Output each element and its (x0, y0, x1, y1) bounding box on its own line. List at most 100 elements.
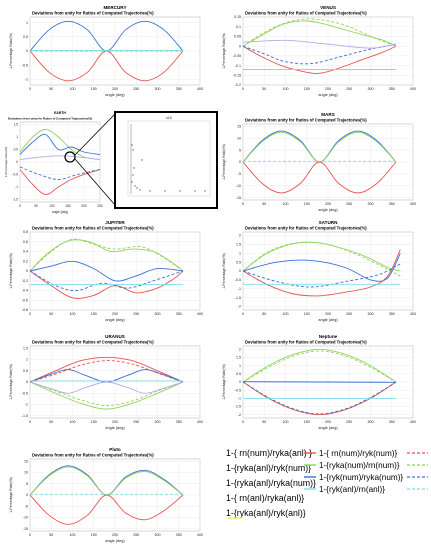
x-tick-label: 0 (242, 312, 244, 316)
x-tick-label: 250 (133, 87, 139, 91)
panel-jupiter: 0 50 100 150 200 250 300 350 4000.80.60.40.20-0.… (9, 220, 203, 322)
series-line (242, 43, 397, 65)
y-tick-label: 0 (26, 380, 28, 384)
x-tick-label: 400 (410, 87, 416, 91)
series-line (29, 238, 184, 272)
inset-frame (114, 111, 218, 209)
x-tick-label: 300 (368, 202, 374, 206)
earth-zoom-inset: x10 (64, 111, 218, 209)
series-line (242, 45, 397, 74)
x-tick-label: 300 (155, 420, 161, 424)
series-line (242, 241, 401, 272)
x-tick-label: 300 (155, 533, 161, 537)
chart-title: Deviations from unity for Ratios of Comp… (245, 118, 367, 123)
x-tick-label: 300 (155, 312, 161, 316)
y-tick-label: 10 (237, 136, 241, 140)
x-tick-label: 200 (112, 312, 118, 316)
y-tick-label: 1.5 (14, 123, 19, 127)
y-tick-label: 0.6 (23, 240, 28, 244)
x-tick-label: 300 (368, 420, 374, 424)
y-axis-label: 1-Percentage Ratio(%) (4, 147, 8, 178)
x-tick-label: 200 (325, 202, 331, 206)
series-line (242, 241, 401, 277)
x-tick-label: 150 (304, 420, 310, 424)
y-tick-label: 0.5 (23, 35, 28, 39)
x-tick-label: 100 (70, 533, 76, 537)
x-tick-label: 300 (368, 87, 374, 91)
x-tick-label: 400 (410, 312, 416, 316)
x-tick-label: 50 (262, 420, 266, 424)
x-tick-label: 50 (262, 312, 266, 316)
y-tick-label: 0.15 (234, 15, 241, 19)
x-tick-label: 100 (283, 420, 289, 424)
chart-panels: 0 50 100 150 200 250 300 350 40010.50-0.5-1MERCU… (4, 5, 416, 543)
inset-point (194, 190, 196, 192)
y-tick-label: 0 (239, 44, 241, 48)
series-line (29, 239, 184, 272)
x-tick-label: 350 (176, 420, 182, 424)
legend-label: 1-{ rn(num)/ryk(num)} (319, 449, 398, 458)
x-tick-label: 200 (112, 533, 118, 537)
x-tick-label: 0 (29, 420, 31, 424)
x-tick-label: 0 (242, 202, 244, 206)
y-tick-label: -15 (23, 527, 28, 531)
legend-label: 1-{ rn(num)/ryka(anl) } (226, 448, 312, 458)
y-tick-label: -1.5 (235, 296, 241, 300)
y-tick-label: 10 (24, 471, 28, 475)
inset-point (141, 159, 143, 161)
x-axis-label: angle (deg) (105, 539, 125, 543)
y-tick-label: -2 (238, 305, 241, 309)
y-tick-label: 0 (239, 160, 241, 164)
y-tick-label: -0.5 (22, 391, 28, 395)
legend-label: 1-{ryka(anl)/ryk(num)} (226, 463, 311, 473)
panel-saturn: 0 50 100 150 200 250 300 350 400 2 1.5 1 0.5 0 -0.5 -1 -… (222, 220, 416, 322)
x-tick-label: 0 (29, 312, 31, 316)
y-tick-label: -15 (236, 196, 241, 200)
x-tick-label: 400 (197, 87, 203, 91)
x-tick-label: 400 (197, 533, 203, 537)
x-tick-label: 0 (242, 87, 244, 91)
y-tick-label: -1.5 (13, 198, 19, 202)
y-tick-label: 0.5 (236, 260, 241, 264)
y-axis-label: 1-Percentage Ratio(%) (9, 364, 13, 400)
y-tick-label: -1 (15, 185, 18, 189)
y-tick-label: -1.5 (22, 414, 28, 418)
y-tick-label: 0 (239, 380, 241, 384)
inset-point (179, 190, 181, 192)
x-axis-label: angle (deg) (105, 426, 125, 430)
inset-point (131, 181, 133, 183)
y-tick-label: -2 (238, 413, 241, 417)
y-tick-label: -0.2 (235, 83, 241, 87)
series-line (242, 381, 397, 415)
panel-mercury: 0 50 100 150 200 250 300 350 400 1 0.5 0 -0.5 -1 MERCU… (9, 5, 203, 97)
x-tick-label: 150 (304, 202, 310, 206)
inset-point (133, 167, 135, 169)
panel-earth: 0 50 100 150 200 250 1.5 1 0.5 0 -0.5 -1 -1.5 EARTH De… (4, 111, 103, 214)
x-tick-label: 350 (176, 87, 182, 91)
x-tick-label: 150 (91, 87, 97, 91)
x-axis-label: angle (deg) (105, 93, 125, 97)
x-axis-label: angle (deg) (318, 208, 338, 212)
y-tick-label: 1 (26, 21, 28, 25)
y-tick-label: 2 (239, 347, 241, 351)
x-tick-label: 50 (49, 533, 53, 537)
x-tick-label: 100 (283, 202, 289, 206)
x-tick-label: 350 (176, 533, 182, 537)
x-tick-label: 250 (133, 312, 139, 316)
x-tick-label: 50 (262, 202, 266, 206)
y-tick-label: -10 (23, 516, 28, 520)
y-axis-label: 1-Percentage Ratio(%) (222, 253, 226, 289)
inset-point (132, 149, 134, 151)
chart-title: Deviations from unity for Ratios of Comp… (32, 340, 154, 345)
inset-point (136, 187, 138, 189)
x-tick-label: 150 (91, 420, 97, 424)
x-tick-label: 250 (133, 533, 139, 537)
y-axis-label: 1-Percentage Ratio(%) (9, 33, 13, 69)
y-tick-label: -0.5 (235, 278, 241, 282)
inset-point (204, 190, 206, 192)
planet-name: JUPITER (105, 220, 125, 225)
series-line (19, 133, 101, 155)
y-axis-label: 1-Percentage Ratio(%) (222, 144, 226, 180)
planet-name: EARTH (54, 111, 66, 115)
y-tick-label: 15 (24, 459, 28, 463)
